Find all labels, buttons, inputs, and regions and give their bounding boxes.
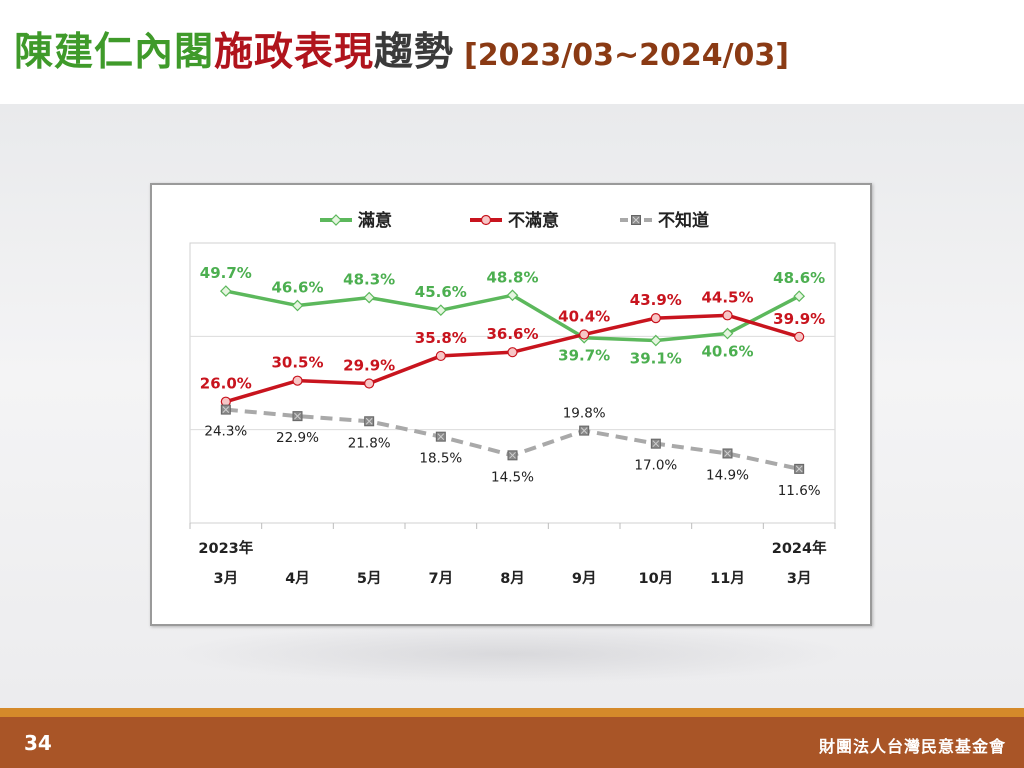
data-label: 17.0% — [634, 458, 677, 474]
data-point — [434, 304, 447, 317]
organization-name: 財團法人台灣民意基金會 — [818, 737, 1006, 756]
data-point — [291, 299, 304, 312]
data-point — [649, 334, 662, 347]
data-label: 36.6% — [486, 325, 538, 343]
background-decoration — [170, 624, 850, 684]
data-point-cross — [580, 427, 588, 434]
line-chart: 滿意 不滿意 不知道 49.7% 46.6% 48.3% 45.6% 48.8% 39.7% 3… — [189, 210, 836, 587]
legend-marker — [480, 214, 492, 226]
legend-marker-cross — [632, 216, 640, 224]
data-point-cross — [795, 465, 803, 473]
x-year-label: 2024年 — [772, 539, 827, 557]
data-label: 26.0% — [200, 375, 252, 393]
x-tick-label: 10月 — [638, 570, 673, 587]
data-point — [435, 350, 446, 362]
x-tick-label: 4月 — [285, 570, 310, 587]
data-label: 39.1% — [630, 350, 682, 368]
slide-title: 陳建仁內閣施政表現趨勢 [2023/03~2024/03] — [14, 30, 789, 79]
data-label: 48.3% — [343, 271, 395, 289]
data-label: 24.3% — [204, 424, 247, 440]
data-point-cross — [222, 406, 230, 413]
data-label: 18.5% — [419, 451, 462, 467]
data-point-cross — [365, 417, 373, 425]
x-tick-label: 3月 — [787, 570, 812, 587]
legend-label: 不知道 — [658, 210, 709, 231]
data-label: 49.7% — [200, 264, 252, 282]
data-point-cross — [437, 433, 445, 441]
data-label: 48.8% — [486, 268, 538, 286]
data-point — [292, 375, 303, 386]
chart-frame: 滿意 不滿意 不知道 49.7% 46.6% 48.3% 45.6% 48.8% 39.7% 3… — [150, 183, 872, 626]
data-label: 14.5% — [491, 469, 534, 485]
data-point — [794, 331, 805, 342]
data-label: 30.5% — [271, 354, 323, 372]
x-tick-label: 3月 — [214, 570, 239, 587]
data-label: 22.9% — [276, 430, 319, 446]
data-label: 43.9% — [630, 291, 682, 309]
plot-area-border — [189, 242, 836, 524]
footer-bar: 34 財團法人台灣民意基金會 — [0, 717, 1024, 768]
data-point — [650, 313, 661, 324]
data-point — [363, 291, 376, 304]
data-point — [506, 289, 519, 302]
data-point — [219, 285, 232, 297]
title-part-cabinet: 陳建仁內閣 — [14, 30, 215, 75]
data-label: 39.9% — [773, 310, 825, 328]
legend-marker — [330, 214, 342, 226]
x-year-label: 2023年 — [198, 539, 253, 557]
data-point — [507, 347, 518, 358]
data-label: 44.5% — [701, 288, 753, 306]
data-label: 40.4% — [558, 307, 610, 325]
page-number: 34 — [24, 731, 52, 755]
data-label: 29.9% — [343, 356, 395, 374]
data-point — [364, 378, 375, 389]
title-part-performance: 施政表現 — [214, 30, 375, 75]
data-label: 11.6% — [778, 483, 821, 499]
legend-label: 不滿意 — [508, 210, 559, 231]
data-point-cross — [652, 440, 660, 448]
data-point — [721, 327, 734, 340]
data-label: 19.8% — [563, 406, 606, 422]
data-label: 14.9% — [706, 467, 749, 483]
data-label: 39.7% — [558, 347, 610, 365]
data-point-cross — [294, 412, 301, 420]
title-date-range: [2023/03~2024/03] — [464, 38, 790, 73]
legend-label: 滿意 — [358, 210, 392, 231]
data-point-cross — [509, 451, 516, 459]
data-label: 35.8% — [415, 329, 467, 347]
data-label: 45.6% — [415, 283, 467, 301]
data-point — [722, 310, 733, 321]
x-tick-label: 8月 — [500, 570, 525, 587]
data-label: 46.6% — [271, 279, 323, 297]
data-point — [793, 290, 806, 303]
data-label: 40.6% — [701, 343, 753, 361]
data-point — [579, 329, 590, 340]
title-bar: 陳建仁內閣施政表現趨勢 [2023/03~2024/03] — [0, 0, 1024, 104]
data-label: 21.8% — [348, 435, 391, 451]
data-label: 48.6% — [773, 269, 825, 287]
x-tick-label: 9月 — [572, 570, 597, 587]
footer-accent-line — [0, 708, 1024, 717]
x-tick-label: 7月 — [429, 570, 454, 587]
x-tick-label: 11月 — [710, 570, 745, 587]
title-part-trend: 趨勢 — [374, 30, 455, 75]
data-point-cross — [724, 450, 731, 457]
x-tick-label: 5月 — [357, 570, 382, 587]
